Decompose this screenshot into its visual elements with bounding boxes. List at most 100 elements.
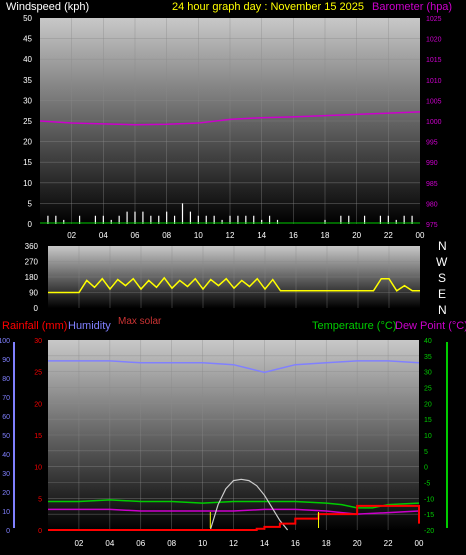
- wind-tick-label: 20: [23, 138, 32, 147]
- wind-tick-label: 15: [23, 158, 32, 167]
- humidity-tick-label: 30: [2, 471, 10, 478]
- rain-tick-label: 30: [34, 338, 42, 345]
- temperature-legend: Temperature (°C): [312, 320, 396, 332]
- x-tick-label: 18: [322, 539, 331, 548]
- x-tick-label: 12: [226, 231, 235, 240]
- chart-title: 24 hour graph day : November 15 2025: [172, 1, 364, 13]
- humidity-tick-label: 80: [2, 376, 10, 383]
- direction-line: [48, 276, 420, 294]
- x-tick-label: 22: [384, 231, 393, 240]
- baro-tick-label: 1005: [426, 98, 442, 105]
- humidity-tick-label: 100: [0, 338, 10, 345]
- baro-tick-label: 1010: [426, 78, 442, 85]
- rain-tick-label: 5: [38, 496, 42, 503]
- temperature-tick-label: -10: [424, 496, 434, 503]
- x-tick-label: 18: [321, 231, 330, 240]
- temperature-tick-label: 10: [424, 433, 432, 440]
- humidity-tick-label: 10: [2, 509, 10, 516]
- rain-tick-label: 20: [34, 401, 42, 408]
- temperature-tick-label: 5: [424, 449, 428, 456]
- temperature-tick-label: -20: [424, 528, 434, 535]
- temperature-tick-label: 25: [424, 386, 432, 393]
- max-solar-line: [209, 478, 289, 531]
- humidity-tick-label: 90: [2, 357, 10, 364]
- x-tick-label: 22: [384, 539, 393, 548]
- direction-tick-label: 180: [25, 273, 39, 282]
- direction-tick-label: 0: [34, 304, 39, 313]
- x-tick-label: 08: [162, 231, 171, 240]
- baro-tick-label: 1020: [426, 37, 442, 44]
- rainfall-legend: Rainfall (mm): [2, 320, 67, 332]
- temperature-tick-label: 20: [424, 401, 432, 408]
- temperature-tick-label: 35: [424, 354, 432, 361]
- humidity-line: [48, 360, 420, 374]
- rain-tick-label: 15: [34, 433, 42, 440]
- temperature-tick-label: 30: [424, 370, 432, 377]
- temperature-tick-label: 0: [424, 465, 428, 472]
- barometer-line: [39, 111, 421, 126]
- wind-tick-label: 30: [23, 96, 32, 105]
- x-tick-label: 20: [353, 539, 362, 548]
- compass-letter: W: [436, 255, 448, 269]
- dewpoint-legend: Dew Point (°C): [395, 320, 466, 332]
- compass-letter: N: [438, 303, 447, 317]
- compass-letter: N: [438, 239, 447, 253]
- humidity-tick-label: 0: [6, 528, 10, 535]
- wind-tick-label: 0: [28, 220, 33, 229]
- x-tick-label: 10: [194, 231, 203, 240]
- temperature-line: [48, 499, 420, 509]
- wind-axis-title: Windspeed (kph): [6, 1, 89, 13]
- baro-tick-label: 985: [426, 181, 438, 188]
- humidity-tick-label: 60: [2, 414, 10, 421]
- compass-letter: E: [438, 287, 446, 301]
- wind-tick-label: 5: [28, 199, 33, 208]
- barometer-axis-title: Barometer (hpa): [372, 1, 452, 13]
- x-tick-label: 12: [229, 539, 238, 548]
- x-tick-label: 14: [260, 539, 269, 548]
- temperature-tick-label: -15: [424, 512, 434, 519]
- wind-tick-label: 10: [23, 179, 32, 188]
- humidity-tick-label: 70: [2, 395, 10, 402]
- baro-tick-label: 975: [426, 222, 438, 229]
- baro-tick-label: 990: [426, 160, 438, 167]
- wind-tick-label: 45: [23, 35, 32, 44]
- rain-tick-label: 10: [34, 465, 42, 472]
- wind-tick-label: 50: [23, 14, 32, 23]
- x-tick-label: 14: [257, 231, 266, 240]
- x-tick-label: 06: [136, 539, 145, 548]
- wind-tick-label: 25: [23, 117, 32, 126]
- humidity-tick-label: 50: [2, 433, 10, 440]
- baro-tick-label: 1000: [426, 119, 442, 126]
- direction-tick-label: 360: [25, 242, 39, 251]
- x-tick-label: 16: [289, 231, 298, 240]
- wind-tick-label: 40: [23, 55, 32, 64]
- x-tick-label: 10: [198, 539, 207, 548]
- baro-tick-label: 980: [426, 201, 438, 208]
- x-tick-label: 08: [167, 539, 176, 548]
- x-tick-label: 06: [131, 231, 140, 240]
- x-tick-label: 00: [415, 539, 424, 548]
- baro-tick-label: 1025: [426, 16, 442, 23]
- temperature-tick-label: 15: [424, 417, 432, 424]
- rain-tick-label: 0: [38, 528, 42, 535]
- compass-letter: S: [438, 271, 446, 285]
- temperature-tick-label: 40: [424, 338, 432, 345]
- humidity-tick-label: 40: [2, 452, 10, 459]
- x-tick-label: 00: [416, 231, 425, 240]
- wind-tick-label: 35: [23, 76, 32, 85]
- direction-tick-label: 90: [29, 289, 38, 298]
- x-tick-label: 02: [67, 231, 76, 240]
- x-tick-label: 20: [352, 231, 361, 240]
- rain-tick-label: 25: [34, 370, 42, 377]
- x-tick-label: 04: [105, 539, 114, 548]
- humidity-legend: Humidity: [68, 320, 111, 332]
- x-tick-label: 16: [291, 539, 300, 548]
- baro-tick-label: 995: [426, 140, 438, 147]
- x-tick-label: 04: [99, 231, 108, 240]
- baro-tick-label: 1015: [426, 57, 442, 64]
- temperature-tick-label: -5: [424, 481, 430, 488]
- direction-tick-label: 270: [25, 258, 39, 267]
- rainfall-line: [48, 504, 420, 531]
